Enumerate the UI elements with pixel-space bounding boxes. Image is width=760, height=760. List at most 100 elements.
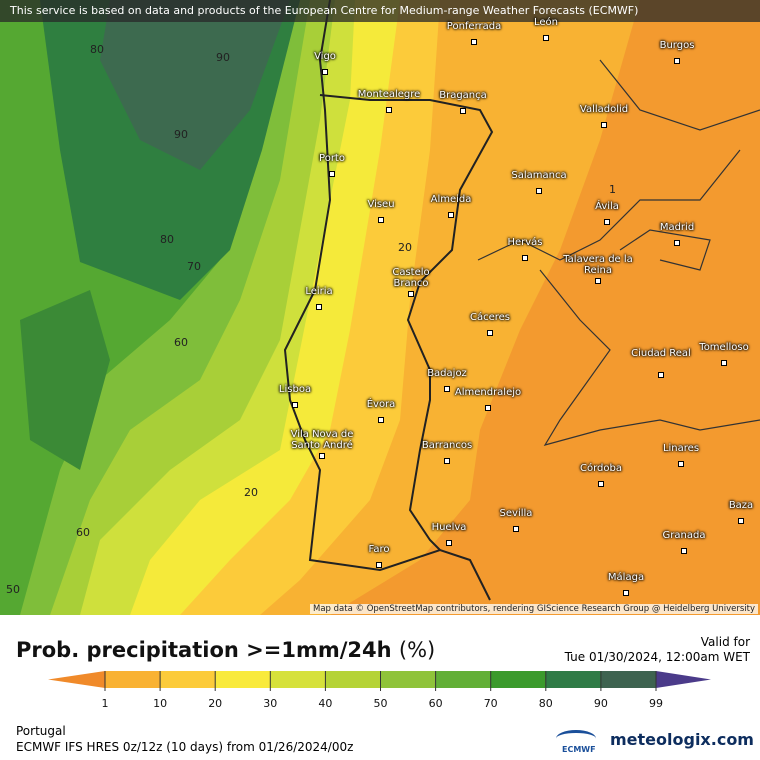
city-dot [522, 255, 528, 261]
city-dot [678, 461, 684, 467]
city-label: Barrancos [421, 440, 473, 451]
city-dot [471, 39, 477, 45]
city-dot [674, 240, 680, 246]
banner: This service is based on data and produc… [10, 4, 639, 17]
ecmwf-icon [556, 730, 596, 747]
logo-site[interactable]: meteologix.com [610, 730, 754, 749]
city-dot [408, 291, 414, 297]
city-label: Almendralejo [454, 387, 522, 398]
city-label: Ponferrada [446, 21, 502, 32]
contour-label: 80 [160, 233, 174, 246]
city-dot [329, 171, 335, 177]
city-dot [681, 548, 687, 554]
contour-label: 20 [398, 241, 412, 254]
unit: (%) [398, 638, 436, 662]
colorbar-segment [325, 671, 381, 688]
city-dot [386, 107, 392, 113]
banner-bar [0, 0, 760, 22]
contour-label: 50 [6, 583, 20, 596]
city-dot [448, 212, 454, 218]
contour-label: 20 [244, 486, 258, 499]
colorbar-segment [380, 671, 436, 688]
tick-label: 30 [263, 697, 277, 710]
region: Portugal [16, 724, 66, 738]
tick-label: 70 [484, 697, 498, 710]
contour-label: 80 [90, 43, 104, 56]
colorbar-segment [435, 671, 491, 688]
city-label: Baza [728, 500, 754, 511]
city-label: Linares [662, 443, 700, 454]
colorbar-segment [160, 671, 216, 688]
city-label: Córdoba [580, 463, 622, 474]
city-label: Vila Nova de Santo André [290, 429, 354, 451]
city-dot [595, 278, 601, 284]
city-label: Sevilla [499, 508, 533, 519]
city-dot [543, 35, 549, 41]
colorbar-segment [105, 671, 161, 688]
city-dot [738, 518, 744, 524]
below-arrow [48, 671, 105, 688]
city-dot [378, 217, 384, 223]
city-label: Castelo Branco [392, 267, 430, 289]
city-dot [487, 330, 493, 336]
above-arrow [656, 671, 711, 688]
tick-label: 40 [318, 697, 332, 710]
contour-label: 90 [216, 51, 230, 64]
city-dot [721, 360, 727, 366]
city-dot [674, 58, 680, 64]
city-label: Faro [368, 544, 390, 555]
city-dot [446, 540, 452, 546]
colorbar: 1 10 20 30 40 50 60 70 80 90 99 [48, 671, 711, 710]
city-dot [316, 304, 322, 310]
city-dot [485, 405, 491, 411]
city-label: Cáceres [469, 312, 511, 323]
city-dot [536, 188, 542, 194]
tick-label: 80 [539, 697, 553, 710]
city-label: Leiria [305, 286, 333, 297]
city-label: Málaga [607, 572, 645, 583]
city-label: Ciudad Real [631, 348, 691, 359]
model: ECMWF IFS HRES 0z/12z (10 days) from 01/… [16, 740, 354, 754]
city-label: Salamanca [511, 170, 567, 181]
city-dot [444, 458, 450, 464]
city-label: Ávila [595, 201, 619, 212]
colorbar-segment [270, 671, 326, 688]
city-label: Valladolid [579, 104, 629, 115]
city-label: Viseu [367, 199, 395, 210]
colorbar-segment [490, 671, 546, 688]
city-dot [444, 386, 450, 392]
city-label: Évora [366, 399, 396, 410]
city-dot [623, 590, 629, 596]
city-dot [604, 219, 610, 225]
city-dot [322, 69, 328, 75]
city-label: Almeida [430, 194, 472, 205]
city-label: Lisboa [278, 384, 312, 395]
city-label: Montealegre [357, 89, 421, 100]
tick-label: 99 [649, 697, 663, 710]
map [0, 0, 760, 615]
city-label: Granada [662, 530, 706, 541]
attribution: Map data © OpenStreetMap contributors, r… [310, 604, 758, 614]
city-dot [598, 481, 604, 487]
tick-label: 20 [208, 697, 222, 710]
title-text: Prob. precipitation >=1mm/24h [16, 638, 392, 662]
city-dot [376, 562, 382, 568]
city-label: Huelva [431, 522, 467, 533]
city-dot [460, 108, 466, 114]
tick-label: 1 [102, 697, 109, 710]
valid-label: Valid for [700, 635, 750, 649]
legend-title: Prob. precipitation >=1mm/24h (%) [16, 638, 435, 662]
city-label: Porto [319, 153, 345, 164]
city-dot [513, 526, 519, 532]
city-label: Burgos [659, 40, 695, 51]
city-label: Bragança [439, 90, 487, 101]
city-dot [658, 372, 664, 378]
city-label: Talavera de la Reina [563, 254, 633, 276]
contour-label: 90 [174, 128, 188, 141]
contour-label: 60 [76, 526, 90, 539]
contour-label: 1 [609, 183, 616, 196]
city-dot [292, 402, 298, 408]
colorbar-segment [600, 671, 656, 688]
tick-label: 50 [374, 697, 388, 710]
